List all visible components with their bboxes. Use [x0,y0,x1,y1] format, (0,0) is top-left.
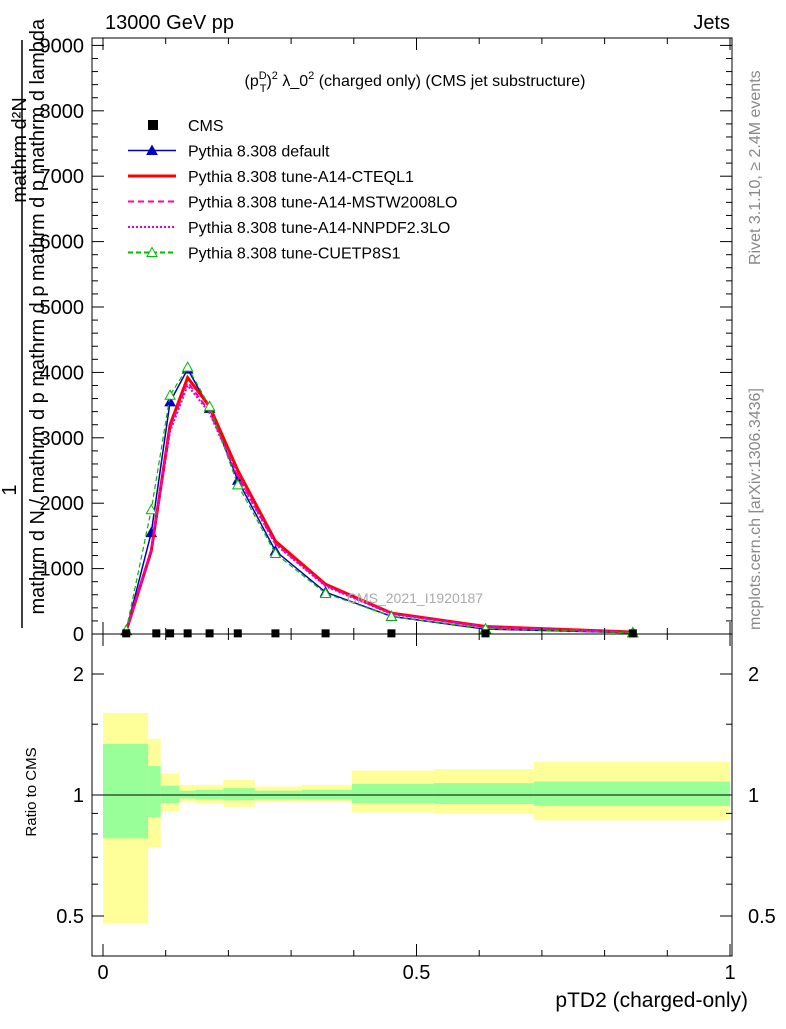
main-series [120,361,639,638]
rivet-label: Rivet 3.1.10, ≥ 2.4M events [747,70,764,265]
ratio-bands [103,712,730,924]
main-y-tick-label: 6000 [40,232,85,254]
ratio-tick-label-left: 2 [73,664,84,686]
legend-entry: Pythia 8.308 tune-A14-NNPDF2.3LO [128,220,450,237]
cms-data-point [205,629,214,638]
legend-entry: Pythia 8.308 tune-CUETP8S1 [128,246,401,263]
cms-data-point [183,629,192,638]
legend-label: CMS [188,118,224,135]
ratio-ylabel: Ratio to CMS [23,747,40,836]
main-y-ticks: 0 1000 2000 3000 4000 5000 6000 7000 8000 9000 [40,35,732,646]
ratio-stat-band [160,785,180,804]
main-ylabel: mathrm d²N mathrm d p mathrm d lambda 1 … [0,18,49,628]
ratio-stat-band [103,743,149,839]
series-marker [385,610,398,621]
cms-data-point [321,629,330,638]
series-marker [164,389,176,400]
main-y-tick-label: 5000 [40,297,85,319]
svg-text:1: 1 [0,484,21,495]
x-tick-label: 0 [97,962,108,984]
legend-entry: Pythia 8.308 tune-A14-CTEQL1 [128,169,414,186]
legend-marker [148,120,158,130]
legend-entry: Pythia 8.308 default [128,144,330,161]
main-y-tick-label: 8000 [40,101,85,123]
main-y-tick-label: 0 [73,624,84,646]
ratio-tick-label-left: 1 [73,785,84,807]
cms-data-point [271,629,280,638]
x-tick-label: 0.5 [403,962,431,984]
analysis-watermark: CMS_2021_I1920187 [347,590,483,606]
main-y-tick-label: 4000 [40,362,85,384]
legend-entry: CMS [148,118,224,135]
svg-text:mathrm d N / mathrm d p mathr: mathrm d N / mathrm d p mathrm d p [27,286,49,615]
main-y-tick-label: 3000 [40,428,85,450]
cms-data-point [387,629,396,638]
ratio-plot: 0.5 0.5 1 1 2 2 Ratio to CMS [23,633,776,957]
series-marker [319,587,332,598]
legend-marker [146,246,158,257]
legend-label: Pythia 8.308 tune-CUETP8S1 [188,246,401,263]
ratio-tick-label-left: 0.5 [56,906,84,928]
legend-label: Pythia 8.308 default [188,144,330,161]
series-marker [231,478,244,490]
main-y-tick-label: 1000 [40,559,85,581]
ratio-tick-label-right: 0.5 [748,906,776,928]
ratio-tick-label-right: 2 [748,664,759,686]
legend: CMS Pythia 8.308 default Pythia 8.308 tune… [128,118,457,263]
cms-data-point [481,629,490,638]
category-label: Jets [693,12,730,34]
ratio-y-ticks: 0.5 0.5 1 1 2 2 [56,664,776,928]
legend-label: Pythia 8.308 tune-A14-CTEQL1 [188,169,414,186]
main-y-tick-label: 9000 [40,35,85,57]
cms-data-point [233,629,242,638]
legend-entry: Pythia 8.308 tune-A14-MSTW2008LO [128,195,457,212]
mcplots-label: mcplots.cern.ch [arXiv:1306.3436] [747,388,764,630]
main-plot: 0 1000 2000 3000 4000 5000 6000 7000 8000 9000 (p… [0,18,733,646]
main-plot-title: (pD T)2 λ_02 (charged only) (CMS jet subs… [245,70,586,95]
main-y-tick-label: 2000 [40,493,85,515]
energy-label: 13000 GeV pp [105,12,234,34]
ratio-stat-band [148,766,161,818]
ratio-stat-band [533,781,730,806]
cms-data-point [152,629,161,638]
ratio-tick-label-right: 1 [748,785,759,807]
cms-data-point [628,629,637,638]
ratio-stat-band [223,788,255,801]
cms-data-point [122,629,131,638]
series-marker [203,400,216,411]
svg-text:mathrm d p mathrm d lambda: mathrm d p mathrm d lambda [27,18,49,281]
series-marker [164,395,176,407]
ratio-plot-frame [91,633,733,957]
legend-label: Pythia 8.308 tune-A14-NNPDF2.3LO [188,220,450,237]
cms-data-point [166,629,175,638]
x-tick-label: 1 [724,962,735,984]
series-marker [181,361,194,372]
ratio-stat-band [433,783,534,804]
x-axis-label: pTD2 (charged-only) [555,989,748,1012]
ratio-stat-band [351,784,434,804]
series-marker [269,547,282,559]
legend-label: Pythia 8.308 tune-A14-MSTW2008LO [188,195,457,212]
series-line [125,383,633,634]
x-axis: 0 0.5 1 [97,38,736,984]
svg-text:mathrm d²N: mathrm d²N [9,97,31,203]
legend-marker [146,144,158,155]
main-y-tick-label: 7000 [40,166,85,188]
series-marker [145,503,158,515]
